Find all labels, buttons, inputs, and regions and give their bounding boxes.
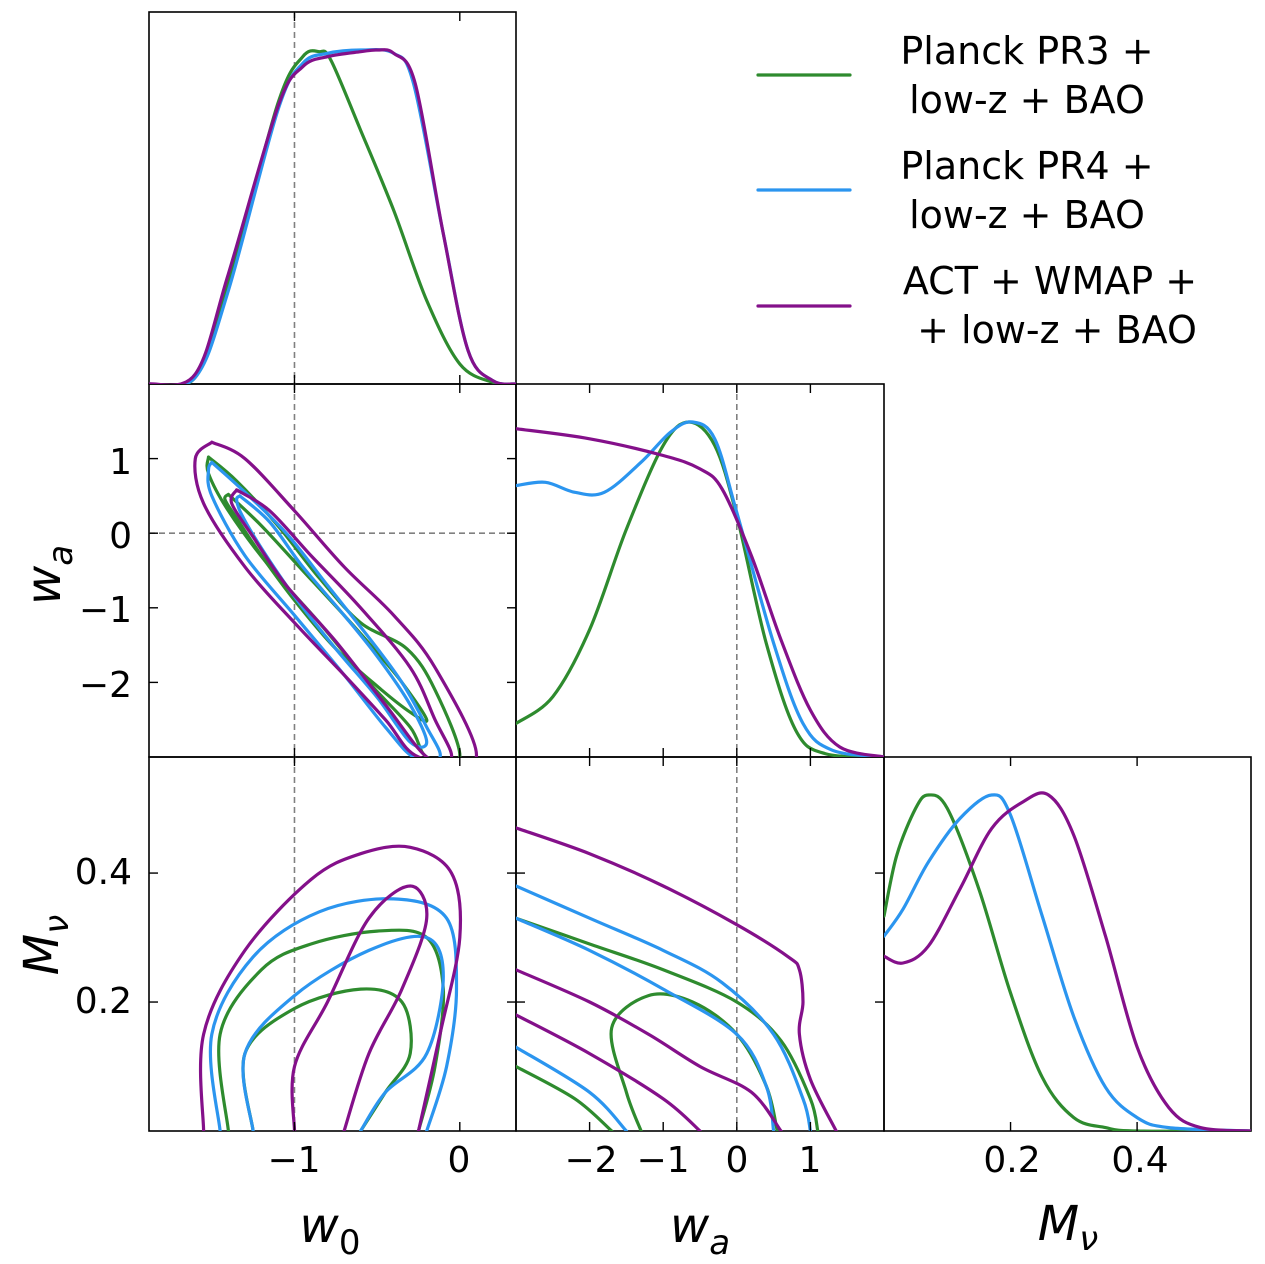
legend-label-act-line1: ACT + WMAP + bbox=[903, 259, 1197, 303]
marginal-Mnu-pr3 bbox=[884, 793, 1251, 1131]
x-axis-title-mnu-sub: ν bbox=[1079, 1219, 1098, 1259]
contour-w0-wa-pr3-2 bbox=[223, 492, 429, 724]
contour-w0-wa-pr3-1 bbox=[205, 455, 462, 757]
marginal-w0-act bbox=[149, 48, 516, 384]
contour-wa-mnu-pr4-2 bbox=[516, 916, 776, 1131]
tick-label-wa-x-minus2: −2 bbox=[564, 1140, 617, 1181]
ticks-layer bbox=[149, 12, 1138, 1131]
contour-wa-mnu-act-3 bbox=[516, 1013, 702, 1131]
contour-wa-mnu-pr3-2 bbox=[516, 1064, 614, 1131]
panel-wa-marginal-frame bbox=[515, 383, 885, 758]
marginal-w0-pr4 bbox=[149, 47, 516, 384]
y-axis-title-wa-main: w bbox=[16, 565, 72, 605]
contour-w0-wa-act-2 bbox=[229, 488, 454, 757]
curves-layer bbox=[149, 12, 1251, 1131]
tick-label-wa-x-1: 1 bbox=[799, 1140, 822, 1181]
tick-labels-wa-x: −2 −1 0 1 bbox=[564, 1140, 821, 1181]
y-axis-title-mnu: Mν bbox=[14, 915, 77, 975]
marginal-wa-pr3 bbox=[516, 420, 884, 757]
marginal-Mnu-pr4 bbox=[884, 793, 1251, 1131]
marginal-Mnu-act bbox=[884, 791, 1251, 1131]
contour-w0-wa-pr4-2 bbox=[235, 494, 429, 749]
legend-label-act-line2: + low-z + BAO bbox=[917, 308, 1197, 352]
x-axis-title-w0-sub: 0 bbox=[339, 1223, 361, 1263]
tick-labels-mnu-y: 0.4 0.2 bbox=[75, 852, 132, 1022]
contour-wa-mnu-act-2 bbox=[516, 968, 783, 1131]
y-axis-title-mnu-sub: ν bbox=[37, 915, 77, 934]
marginal-w0-pr3 bbox=[149, 49, 516, 384]
x-axis-title-w0-main: w bbox=[300, 1198, 340, 1254]
legend: Planck PR3 + low-z + BAO Planck PR4 + lo… bbox=[756, 29, 1197, 352]
y-axis-title-mnu-main: M bbox=[14, 934, 70, 975]
tick-label-mnu-y-0.2: 0.2 bbox=[75, 981, 132, 1022]
tick-label-wa-y-minus1: −1 bbox=[79, 590, 132, 631]
x-axis-title-wa: wa bbox=[670, 1198, 730, 1263]
contour-wa-mnu-act-1 bbox=[516, 826, 838, 1131]
contour-w0-mnu-act-1 bbox=[198, 844, 463, 1131]
tick-label-wa-y-0: 0 bbox=[109, 516, 132, 557]
contour-w0-mnu-act-2 bbox=[290, 884, 429, 1131]
tick-labels-w0: −1 0 bbox=[267, 1140, 470, 1181]
panel-wa-mnu-frame bbox=[515, 756, 885, 1132]
tick-label-mnu-x-0.4: 0.4 bbox=[1111, 1140, 1168, 1181]
x-axis-title-mnu: Mν bbox=[1038, 1196, 1098, 1259]
x-axis-title-w0: w0 bbox=[300, 1198, 361, 1263]
tick-label-mnu-x-0.2: 0.2 bbox=[983, 1140, 1040, 1181]
legend-label-pr3-line2: low-z + BAO bbox=[909, 78, 1145, 122]
tick-label-wa-x-0: 0 bbox=[726, 1140, 749, 1181]
contour-w0-mnu-pr3-2 bbox=[241, 987, 413, 1131]
tick-labels-wa-y: 1 0 −1 −2 bbox=[79, 442, 132, 706]
contour-wa-mnu-pr4-3 bbox=[516, 1045, 628, 1131]
tick-label-w0-minus1: −1 bbox=[267, 1140, 320, 1181]
x-axis-title-wa-main: w bbox=[670, 1198, 710, 1254]
contour-wa-mnu-pr4-1 bbox=[516, 884, 812, 1131]
x-axis-title-wa-sub: a bbox=[709, 1223, 730, 1263]
x-axis-title-mnu-main: M bbox=[1038, 1196, 1079, 1252]
panel-w0-mnu-frame bbox=[148, 756, 517, 1132]
tick-label-w0-0: 0 bbox=[448, 1140, 471, 1181]
contour-w0-wa-act-1 bbox=[193, 440, 478, 757]
marginal-wa-pr4 bbox=[516, 420, 884, 757]
tick-label-wa-y-minus2: −2 bbox=[79, 665, 132, 706]
tick-label-wa-x-minus1: −1 bbox=[636, 1140, 689, 1181]
tick-label-wa-y-1: 1 bbox=[109, 442, 132, 483]
tick-label-mnu-y-0.4: 0.4 bbox=[75, 852, 132, 893]
contour-w0-wa-pr4-1 bbox=[206, 460, 442, 757]
legend-label-pr4-line2: low-z + BAO bbox=[909, 193, 1145, 237]
y-axis-title-wa: wa bbox=[16, 545, 81, 605]
contour-wa-mnu-pr3-1 bbox=[516, 916, 820, 1131]
y-axis-title-wa-sub: a bbox=[41, 545, 81, 566]
tick-labels-mnu-x: 0.2 0.4 bbox=[983, 1140, 1168, 1181]
panel-w0-wa-frame bbox=[148, 383, 517, 758]
panel-mnu-marginal-frame bbox=[883, 756, 1252, 1132]
legend-label-pr4-line1: Planck PR4 + bbox=[900, 144, 1153, 188]
legend-label-pr3-line1: Planck PR3 + bbox=[900, 29, 1153, 73]
marginal-wa-act bbox=[516, 427, 884, 757]
